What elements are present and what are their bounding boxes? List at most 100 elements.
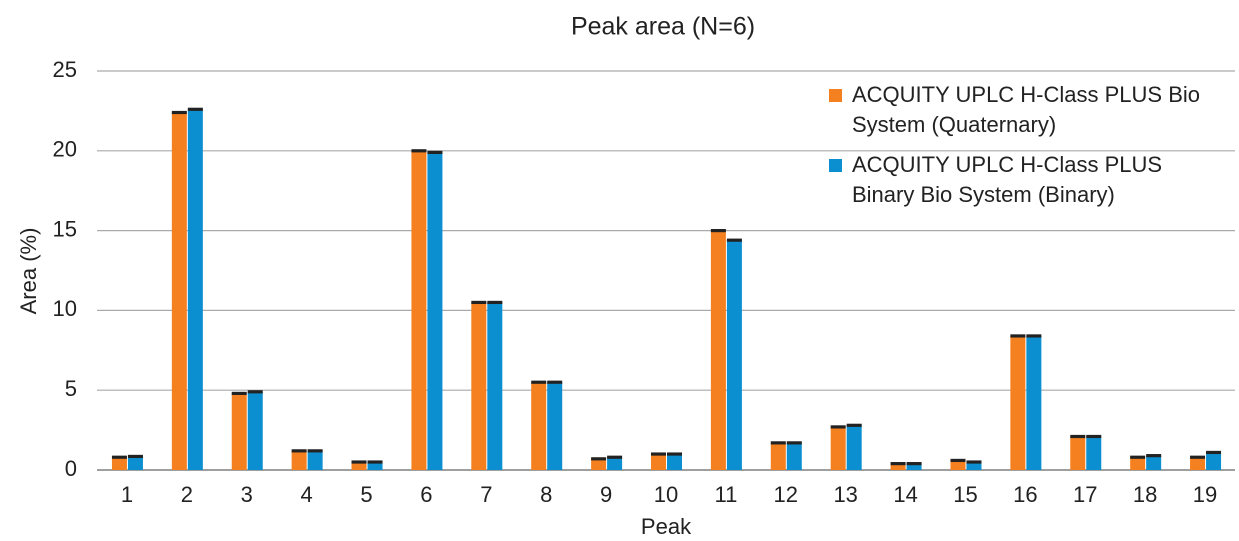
bar: [1086, 436, 1102, 470]
error-bar: [591, 457, 607, 461]
error-bar: [1010, 334, 1026, 338]
error-bar: [1070, 434, 1086, 439]
legend-entry: ACQUITY UPLC H-Class PLUS Binary Bio Sys…: [829, 150, 1229, 210]
y-tick-label: 0: [65, 456, 77, 481]
x-tick-label: 15: [953, 482, 977, 507]
error-bar: [966, 460, 982, 464]
bar: [890, 463, 906, 470]
error-bar: [607, 455, 623, 459]
error-bar: [830, 425, 846, 429]
bar: [966, 462, 982, 470]
bar: [1190, 457, 1206, 470]
error-bar: [846, 423, 862, 427]
error-bar: [1026, 334, 1042, 338]
bar: [351, 462, 367, 470]
error-bar: [471, 300, 487, 305]
x-tick-label: 2: [181, 482, 193, 507]
bar: [531, 382, 547, 470]
bar: [607, 457, 623, 470]
bar: [786, 442, 802, 470]
error-bar: [667, 452, 682, 456]
error-bar: [351, 460, 367, 464]
x-tick-label: 5: [360, 482, 372, 507]
bar: [1130, 457, 1146, 470]
bar: [487, 302, 503, 470]
error-bar: [291, 449, 307, 453]
error-bar: [1086, 434, 1102, 439]
error-bar: [427, 150, 443, 154]
chart-title: Peak area (N=6): [571, 13, 755, 41]
y-tick-label: 5: [65, 376, 77, 401]
bar: [651, 454, 666, 470]
x-axis-label: Peak: [641, 514, 692, 539]
x-tick-label: 10: [654, 482, 678, 507]
x-tick-label: 3: [241, 482, 253, 507]
bar: [906, 463, 922, 470]
error-bar: [726, 238, 742, 242]
error-bar: [710, 229, 726, 233]
bar: [591, 458, 607, 470]
x-tick-label: 1: [121, 482, 133, 507]
error-bar: [187, 107, 203, 111]
error-bar: [127, 454, 143, 459]
legend-entry: ACQUITY UPLC H-Class PLUS Bio System (Qu…: [829, 80, 1229, 140]
error-bar: [411, 149, 427, 153]
bar: [710, 230, 726, 470]
legend: ACQUITY UPLC H-Class PLUS Bio System (Qu…: [829, 80, 1229, 220]
y-tick-label: 20: [53, 137, 77, 162]
bar: [367, 462, 383, 470]
bar: [770, 442, 786, 470]
bar: [127, 456, 143, 470]
error-bar: [171, 110, 187, 115]
bar: [547, 382, 563, 470]
error-bar: [1146, 454, 1162, 458]
bar: [247, 391, 263, 470]
error-bar: [487, 300, 503, 305]
bar: [830, 426, 846, 470]
x-tick-label: 7: [480, 482, 492, 507]
error-bar: [1206, 450, 1222, 455]
bar: [950, 460, 966, 470]
x-tick-label: 19: [1193, 482, 1217, 507]
error-bar: [950, 458, 966, 463]
bar: [726, 240, 742, 470]
x-tick-label: 14: [893, 482, 917, 507]
x-tick-label: 6: [420, 482, 432, 507]
error-bar: [531, 380, 547, 384]
y-tick-label: 15: [53, 216, 77, 241]
bar: [1070, 436, 1086, 470]
legend-swatch: [829, 89, 842, 102]
bar: [411, 150, 427, 471]
bar: [471, 302, 487, 470]
x-tick-label: 9: [600, 482, 612, 507]
y-tick-label: 10: [53, 296, 77, 321]
error-bar: [906, 462, 922, 466]
x-tick-label: 16: [1013, 482, 1037, 507]
error-bar: [247, 390, 263, 394]
error-bar: [1190, 455, 1206, 459]
bar: [1206, 452, 1222, 470]
legend-label: ACQUITY UPLC H-Class PLUS Bio System (Qu…: [852, 82, 1201, 137]
bar: [1146, 455, 1162, 470]
bar: [187, 109, 203, 470]
legend-swatch: [829, 159, 842, 172]
error-bar: [1130, 455, 1146, 459]
x-tick-label: 8: [540, 482, 552, 507]
legend-label: ACQUITY UPLC H-Class PLUS Binary Bio Sys…: [852, 152, 1163, 207]
error-bar: [651, 452, 666, 456]
error-bar: [231, 391, 247, 395]
x-tick-label: 4: [301, 482, 313, 507]
x-tick-label: 12: [774, 482, 798, 507]
bar: [846, 425, 862, 470]
bar: [427, 152, 443, 470]
error-bar: [786, 441, 802, 445]
bar: [171, 112, 187, 470]
bar: [1026, 335, 1042, 470]
bar: [667, 454, 682, 470]
y-tick-label: 25: [53, 57, 77, 82]
error-bar: [770, 441, 786, 445]
bar: [291, 450, 307, 470]
x-tick-label: 11: [714, 482, 737, 507]
